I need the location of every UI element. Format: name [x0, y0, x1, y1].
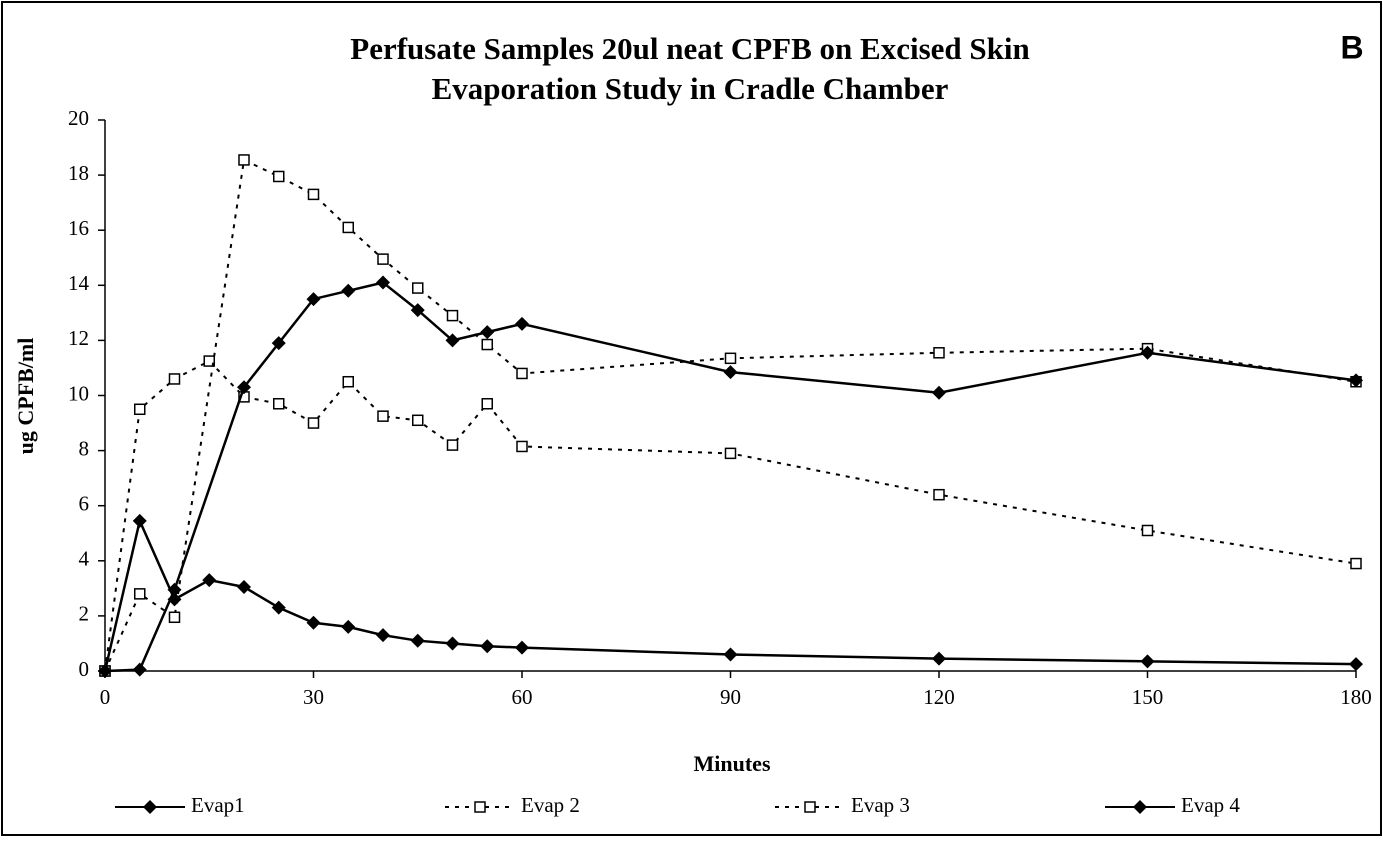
- series-line: [104, 281, 1357, 673]
- annotation: B: [1340, 29, 1363, 65]
- marker: [273, 398, 285, 410]
- marker: [341, 619, 356, 634]
- marker: [342, 375, 354, 388]
- marker: [273, 170, 285, 183]
- marker: [515, 640, 529, 655]
- marker: [237, 380, 251, 395]
- marker: [445, 636, 460, 651]
- y-tick-label: 4: [79, 547, 90, 571]
- legend-label: Evap 3: [851, 793, 910, 817]
- marker: [307, 417, 320, 429]
- marker: [724, 352, 737, 365]
- marker: [480, 325, 495, 340]
- marker: [932, 651, 946, 666]
- y-tick-label: 12: [68, 326, 89, 350]
- marker: [412, 282, 424, 294]
- marker: [1349, 373, 1363, 388]
- x-tick-label: 60: [512, 685, 533, 709]
- y-tick-label: 20: [68, 106, 89, 130]
- marker: [168, 611, 181, 624]
- marker: [167, 582, 182, 597]
- marker: [515, 316, 529, 331]
- x-tick-label: 30: [303, 685, 324, 709]
- marker: [1140, 345, 1155, 360]
- x-tick-label: 180: [1340, 685, 1372, 709]
- marker: [410, 303, 425, 318]
- chart-subtitle: Evaporation Study in Cradle Chamber: [432, 71, 949, 106]
- marker: [481, 398, 493, 410]
- marker: [98, 664, 112, 678]
- marker: [446, 439, 459, 451]
- marker: [306, 292, 321, 307]
- y-tick-label: 6: [79, 492, 90, 516]
- marker: [143, 800, 157, 814]
- marker: [168, 373, 181, 385]
- marker: [481, 338, 493, 351]
- legend-label: Evap 2: [521, 793, 580, 817]
- marker: [132, 513, 147, 528]
- series-line: [104, 359, 1357, 672]
- marker: [723, 647, 738, 662]
- marker: [933, 488, 945, 501]
- marker: [307, 188, 320, 201]
- marker: [1133, 800, 1147, 814]
- marker: [1349, 657, 1363, 672]
- legend-label: Evap1: [191, 793, 245, 817]
- marker: [271, 600, 286, 615]
- marker: [237, 579, 251, 594]
- y-tick-label: 10: [68, 381, 89, 405]
- marker: [933, 347, 945, 359]
- marker: [132, 662, 147, 677]
- marker: [723, 365, 738, 380]
- marker: [376, 628, 390, 643]
- marker: [446, 309, 459, 322]
- x-tick-label: 120: [923, 685, 955, 709]
- marker: [134, 403, 146, 416]
- marker: [377, 410, 389, 422]
- x-tick-label: 0: [100, 685, 111, 709]
- marker: [516, 367, 528, 380]
- y-axis-label: ug CPFB/ml: [13, 338, 38, 455]
- y-tick-label: 8: [79, 436, 90, 460]
- marker: [1140, 654, 1155, 669]
- marker: [341, 283, 356, 298]
- y-tick-label: 0: [79, 657, 90, 681]
- marker: [480, 639, 495, 654]
- legend-label: Evap 4: [1181, 793, 1240, 817]
- y-tick-label: 14: [68, 271, 90, 295]
- marker: [203, 355, 215, 367]
- marker: [376, 275, 390, 290]
- marker: [516, 440, 528, 453]
- x-tick-label: 90: [720, 685, 741, 709]
- marker: [445, 333, 460, 348]
- marker: [202, 573, 217, 588]
- marker: [238, 154, 250, 166]
- x-axis-label: Minutes: [694, 751, 771, 776]
- marker: [412, 414, 424, 427]
- marker: [342, 221, 354, 234]
- marker: [410, 633, 425, 648]
- marker: [804, 801, 816, 813]
- y-tick-label: 18: [68, 161, 89, 185]
- marker: [724, 447, 737, 460]
- chart-title: Perfusate Samples 20ul neat CPFB on Exci…: [350, 31, 1029, 66]
- y-tick-label: 16: [68, 216, 89, 240]
- x-tick-label: 150: [1132, 685, 1164, 709]
- marker: [377, 253, 389, 265]
- marker: [1141, 524, 1154, 537]
- marker: [134, 588, 146, 600]
- marker: [306, 615, 321, 630]
- marker: [271, 336, 286, 351]
- y-tick-label: 2: [79, 602, 90, 626]
- series-line: [104, 158, 1357, 672]
- marker: [474, 801, 486, 813]
- marker: [1350, 557, 1362, 570]
- marker: [932, 385, 946, 400]
